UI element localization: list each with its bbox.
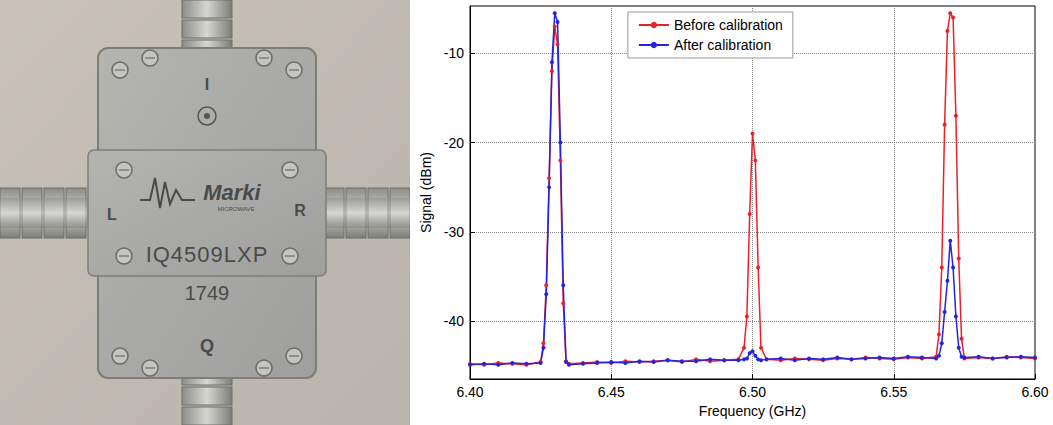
- svg-text:Marki: Marki: [203, 180, 261, 205]
- svg-text:MICROWAVE: MICROWAVE: [218, 206, 255, 212]
- svg-text:I: I: [205, 76, 209, 93]
- svg-text:6.60: 6.60: [1021, 384, 1048, 400]
- svg-text:6.45: 6.45: [598, 384, 625, 400]
- svg-text:1749: 1749: [185, 282, 230, 304]
- svg-text:-30: -30: [444, 224, 464, 240]
- svg-text:R: R: [294, 202, 306, 219]
- svg-text:After calibration: After calibration: [674, 37, 771, 53]
- svg-text:Q: Q: [200, 336, 214, 356]
- svg-text:Before calibration: Before calibration: [674, 17, 783, 33]
- svg-text:Frequency (GHz): Frequency (GHz): [699, 403, 806, 419]
- svg-text:-40: -40: [444, 313, 464, 329]
- svg-text:6.40: 6.40: [456, 384, 483, 400]
- svg-text:IQ4509LXP: IQ4509LXP: [146, 242, 269, 267]
- svg-text:L: L: [107, 206, 117, 223]
- svg-text:-20: -20: [444, 135, 464, 151]
- svg-text:6.50: 6.50: [739, 384, 766, 400]
- svg-text:6.55: 6.55: [880, 384, 907, 400]
- svg-text:Signal (dBm): Signal (dBm): [418, 152, 434, 233]
- svg-text:-10: -10: [444, 45, 464, 61]
